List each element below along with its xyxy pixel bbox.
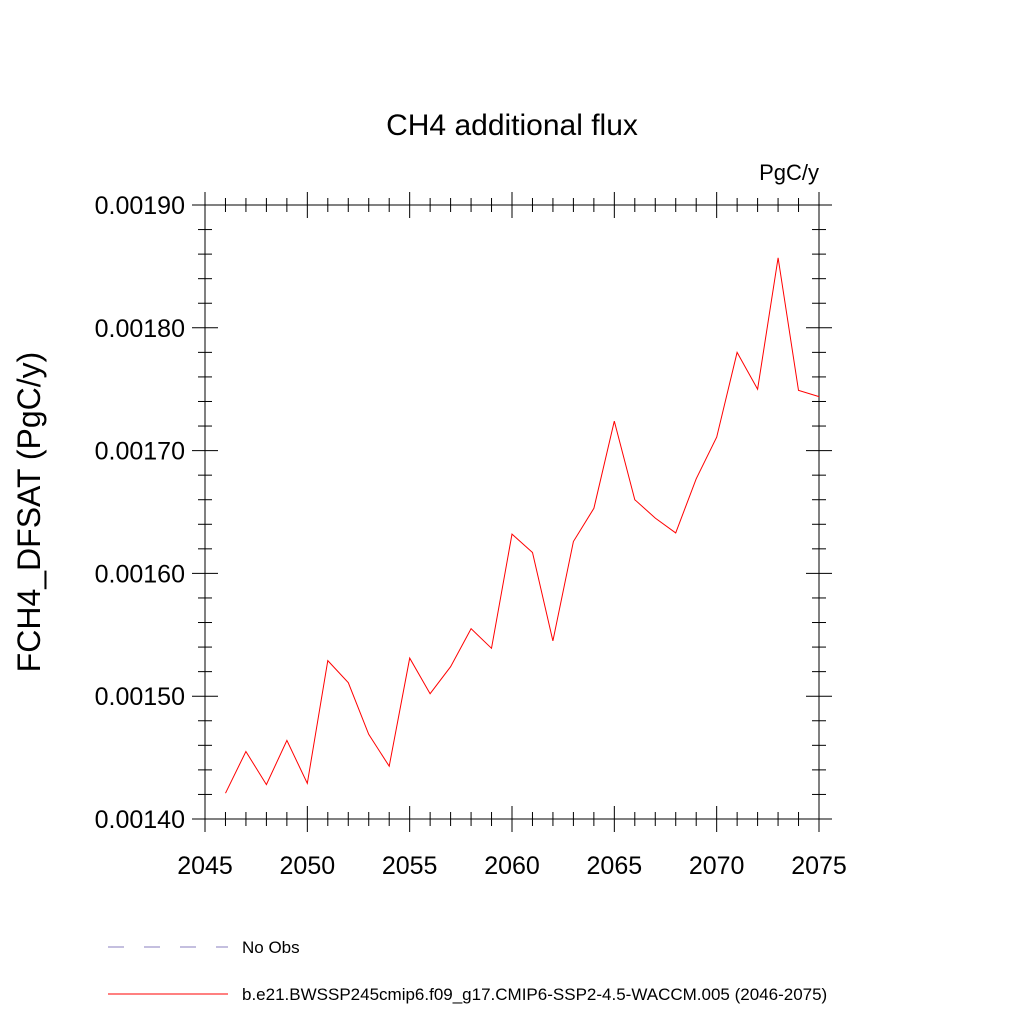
plot-frame (204, 204, 820, 820)
y-tick-labels: 0.00140 0.00150 0.00160 0.00170 0.00180 0.001… (95, 192, 185, 834)
y-tick-label: 0.00190 (95, 192, 185, 220)
x-tick-label: 2045 (177, 852, 233, 880)
x-tick-labels: 2045 2050 2055 2060 2065 2070 2075 (177, 852, 847, 880)
legend-label: No Obs (242, 938, 300, 957)
series-layer (225, 257, 820, 794)
major-ticks (192, 192, 832, 832)
x-tick-label: 2075 (791, 852, 847, 880)
y-tick-label: 0.00150 (95, 683, 185, 711)
x-tick-label: 2055 (382, 852, 438, 880)
y-tick-label: 0.00140 (95, 806, 185, 834)
x-tick-label: 2050 (280, 852, 336, 880)
minor-ticks (198, 198, 826, 826)
legend: No Obs b.e21.BWSSP245cmip6.f09_g17.CMIP6-… (108, 938, 827, 1004)
y-axis-label: FCH4_DFSAT (PgC/y) (11, 352, 47, 673)
units-label: PgC/y (759, 160, 819, 185)
y-tick-label: 0.00180 (95, 315, 185, 343)
x-tick-label: 2060 (484, 852, 540, 880)
x-tick-label: 2065 (587, 852, 643, 880)
series-line (225, 257, 820, 794)
y-tick-label: 0.00160 (95, 560, 185, 588)
y-tick-label: 0.00170 (95, 438, 185, 466)
chart-title: CH4 additional flux (386, 109, 638, 142)
legend-label: b.e21.BWSSP245cmip6.f09_g17.CMIP6-SSP2-4… (242, 985, 827, 1004)
x-tick-label: 2070 (689, 852, 745, 880)
